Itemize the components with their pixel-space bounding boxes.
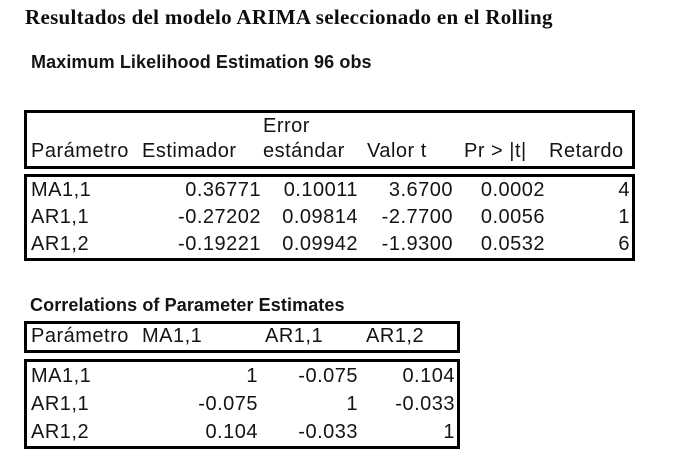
tvalue-cell: -1.9300 [381, 233, 453, 255]
lag-cell: 4 [618, 179, 630, 201]
estimate-cell: 0.36771 [185, 179, 261, 201]
param-cell: MA1,1 [31, 365, 92, 387]
param-cell: AR1,2 [31, 421, 90, 443]
column-header-parametro: Parámetro [31, 140, 129, 162]
corr-ar12-cell: -0.033 [395, 393, 455, 415]
corr-ar12-cell: 1 [443, 421, 455, 443]
column-header-retardo: Retardo [549, 140, 624, 162]
stderr-cell: 0.09814 [282, 206, 358, 228]
corr-ar11-cell: -0.033 [298, 421, 358, 443]
mle-heading: Maximum Likelihood Estimation 96 obs [31, 52, 372, 72]
column-header-ar11: AR1,1 [265, 325, 324, 347]
column-header-pr-t: Pr > |t| [464, 140, 527, 162]
estimate-cell: -0.19221 [178, 233, 261, 255]
correlations-table: Parámetro MA1,1 AR1,1 AR1,2 MA1,1 1 -0.0… [24, 321, 460, 449]
corr-ma11-cell: 1 [246, 365, 258, 387]
stderr-cell: 0.09942 [282, 233, 358, 255]
stderr-cell: 0.10011 [283, 179, 358, 201]
correlations-table-body: MA1,1 1 -0.075 0.104 AR1,1 -0.075 1 -0.0… [24, 359, 460, 449]
param-cell: AR1,1 [31, 206, 90, 228]
corr-ma11-cell: -0.075 [198, 393, 258, 415]
corr-ar11-cell: -0.075 [298, 365, 358, 387]
estimation-table-header-row: Parámetro Estimador Error estándar Valor… [24, 110, 635, 169]
column-header-ma11: MA1,1 [142, 325, 203, 347]
estimate-cell: -0.27202 [178, 206, 261, 228]
param-cell: MA1,1 [31, 179, 92, 201]
param-cell: AR1,2 [31, 233, 90, 255]
tvalue-cell: 3.6700 [388, 179, 453, 201]
document-title: Resultados del modelo ARIMA seleccionado… [25, 5, 553, 29]
lag-cell: 1 [618, 206, 630, 228]
column-header-valor-t: Valor t [367, 140, 427, 162]
column-header-error-estandar: Error estándar [263, 115, 345, 162]
correlations-heading: Correlations of Parameter Estimates [30, 295, 345, 315]
estimation-table: Parámetro Estimador Error estándar Valor… [24, 110, 635, 261]
pvalue-cell: 0.0056 [480, 206, 545, 228]
corr-ar12-cell: 0.104 [402, 365, 455, 387]
column-header-estimador: Estimador [142, 140, 237, 162]
column-header-ar12: AR1,2 [366, 325, 425, 347]
param-cell: AR1,1 [31, 393, 90, 415]
correlations-table-header-row: Parámetro MA1,1 AR1,1 AR1,2 [24, 321, 460, 353]
lag-cell: 6 [618, 233, 630, 255]
tvalue-cell: -2.7700 [381, 206, 453, 228]
corr-ma11-cell: 0.104 [205, 421, 258, 443]
pvalue-cell: 0.0532 [480, 233, 545, 255]
estimation-table-body: MA1,1 0.36771 0.10011 3.6700 0.0002 4 AR… [24, 174, 635, 261]
pvalue-cell: 0.0002 [480, 179, 545, 201]
corr-ar11-cell: 1 [346, 393, 358, 415]
column-header-parametro: Parámetro [31, 325, 129, 347]
